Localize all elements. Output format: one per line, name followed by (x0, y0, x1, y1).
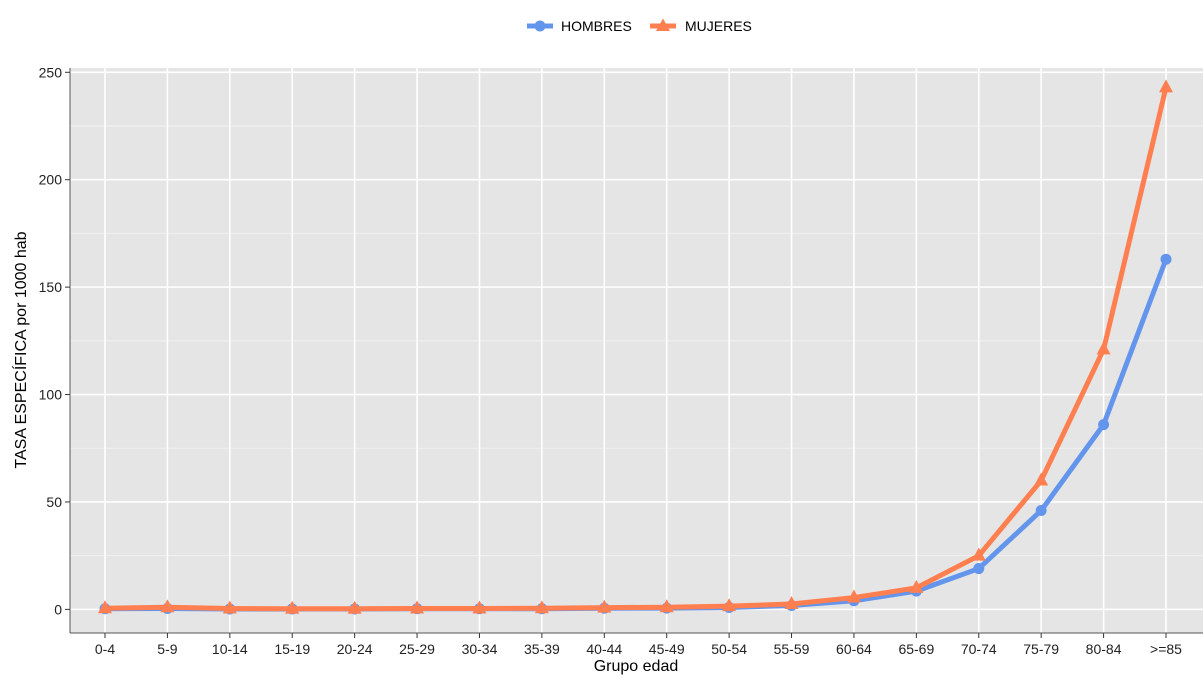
legend-item-mujeres: MUJERES (650, 18, 752, 34)
data-point-mujeres (160, 599, 175, 613)
legend-label-hombres: HOMBRES (561, 18, 632, 34)
y-tick-label: 100 (39, 387, 63, 403)
data-point-mujeres (722, 598, 737, 612)
x-tick-label: 55-59 (774, 641, 810, 657)
x-tick-label: 20-24 (337, 641, 373, 657)
x-axis-ticks: 0-4 5-9 10-14 15-19 20-24 25-29 30-34 35-39 40-4… (95, 633, 1182, 657)
x-axis-title: Grupo edad (594, 658, 679, 675)
data-point-mujeres (846, 589, 861, 603)
data-point-hombres (1160, 253, 1172, 265)
x-tick-label: 25-29 (399, 641, 435, 657)
series-line-mujeres (102, 84, 1169, 612)
data-point-mujeres (784, 595, 799, 609)
data-point-hombres (1035, 505, 1047, 517)
x-tick-label: 15-19 (274, 641, 310, 657)
x-tick-label: 30-34 (462, 641, 498, 657)
series-layer (98, 79, 1173, 615)
y-tick-label: 50 (46, 494, 62, 510)
plot-panel (70, 68, 1203, 633)
data-point-mujeres (410, 600, 425, 614)
data-point-mujeres (1096, 341, 1111, 355)
x-tick-label: 75-79 (1023, 641, 1059, 657)
legend: HOMBRES MUJERES (527, 18, 752, 34)
legend-key-mujeres-marker (656, 18, 670, 31)
x-tick-label: 0-4 (95, 641, 115, 657)
grid-minor (70, 125, 1203, 557)
y-tick-label: 200 (39, 172, 63, 188)
x-tick-label: >=85 (1150, 641, 1182, 657)
data-point-mujeres (909, 579, 924, 593)
data-point-mujeres (1159, 79, 1173, 93)
data-point-mujeres (534, 600, 549, 614)
data-point-mujeres (347, 600, 362, 614)
data-point-mujeres (1034, 472, 1049, 486)
data-point-mujeres (285, 600, 300, 614)
x-tick-label: 35-39 (524, 641, 560, 657)
x-tick-label: 40-44 (586, 641, 622, 657)
x-tick-label: 60-64 (836, 641, 872, 657)
y-axis-title: TASA ESPECÍFICA por 1000 hab (11, 231, 30, 468)
data-point-mujeres (597, 599, 612, 613)
data-point-mujeres (98, 600, 112, 614)
data-point-hombres (973, 563, 985, 575)
grid-major (70, 68, 1203, 633)
data-point-mujeres (222, 600, 237, 614)
data-point-mujeres (971, 547, 986, 561)
data-point-hombres (1098, 419, 1110, 431)
legend-item-hombres: HOMBRES (527, 18, 632, 34)
data-point-mujeres (659, 599, 674, 613)
x-tick-label: 45-49 (649, 641, 685, 657)
x-tick-label: 10-14 (212, 641, 248, 657)
y-tick-label: 150 (39, 279, 63, 295)
legend-label-mujeres: MUJERES (685, 18, 752, 34)
y-axis-ticks: 0 50 100 150 200 250 (39, 64, 70, 617)
x-tick-label: 65-69 (898, 641, 934, 657)
x-tick-label: 5-9 (157, 641, 177, 657)
y-tick-label: 250 (39, 64, 63, 80)
legend-key-hombres-marker (534, 20, 546, 32)
y-tick-label: 0 (54, 601, 62, 617)
x-tick-label: 80-84 (1086, 641, 1122, 657)
x-tick-label: 70-74 (961, 641, 997, 657)
x-tick-label: 50-54 (711, 641, 747, 657)
data-point-mujeres (472, 600, 487, 614)
